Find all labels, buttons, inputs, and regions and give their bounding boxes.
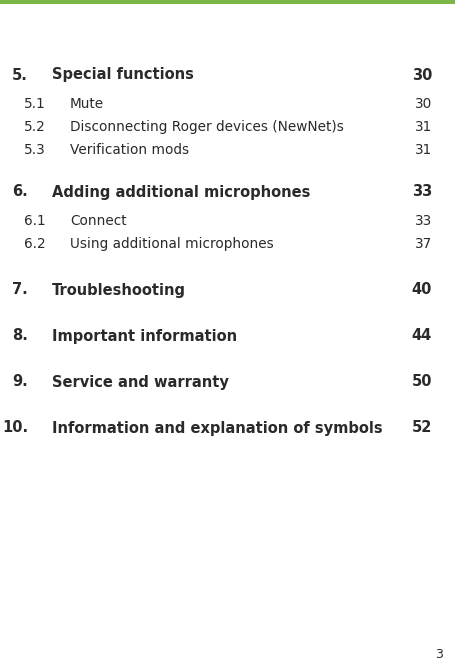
Text: 8.: 8. — [12, 329, 28, 343]
Text: 6.2: 6.2 — [24, 237, 46, 251]
Text: Service and warranty: Service and warranty — [52, 374, 228, 390]
Text: Information and explanation of symbols: Information and explanation of symbols — [52, 421, 382, 435]
Text: Using additional microphones: Using additional microphones — [70, 237, 273, 251]
Text: 6.: 6. — [12, 185, 28, 200]
Text: 7.: 7. — [12, 282, 28, 298]
Text: 5.2: 5.2 — [24, 120, 46, 134]
Text: Mute: Mute — [70, 97, 104, 111]
Text: 52: 52 — [411, 421, 431, 435]
Text: 10.: 10. — [2, 421, 28, 435]
Text: Connect: Connect — [70, 214, 126, 228]
Text: 9.: 9. — [12, 374, 28, 390]
Text: Important information: Important information — [52, 329, 237, 343]
Text: 3: 3 — [434, 648, 442, 661]
Text: 31: 31 — [414, 143, 431, 157]
Text: Troubleshooting: Troubleshooting — [52, 282, 186, 298]
Text: 5.: 5. — [12, 67, 28, 83]
Text: 37: 37 — [414, 237, 431, 251]
Text: Special functions: Special functions — [52, 67, 193, 83]
Text: Disconnecting Roger devices (NewNet)s: Disconnecting Roger devices (NewNet)s — [70, 120, 343, 134]
Text: Verification mods: Verification mods — [70, 143, 189, 157]
Bar — [0, 0, 455, 4]
Text: 30: 30 — [411, 67, 431, 83]
Text: 6.1: 6.1 — [24, 214, 46, 228]
Text: 40: 40 — [411, 282, 431, 298]
Text: 50: 50 — [410, 374, 431, 390]
Text: 33: 33 — [411, 185, 431, 200]
Text: 5.3: 5.3 — [24, 143, 46, 157]
Text: 33: 33 — [414, 214, 431, 228]
Text: 30: 30 — [414, 97, 431, 111]
Text: 5.1: 5.1 — [24, 97, 46, 111]
Text: 31: 31 — [414, 120, 431, 134]
Text: 44: 44 — [411, 329, 431, 343]
Text: Adding additional microphones: Adding additional microphones — [52, 185, 310, 200]
